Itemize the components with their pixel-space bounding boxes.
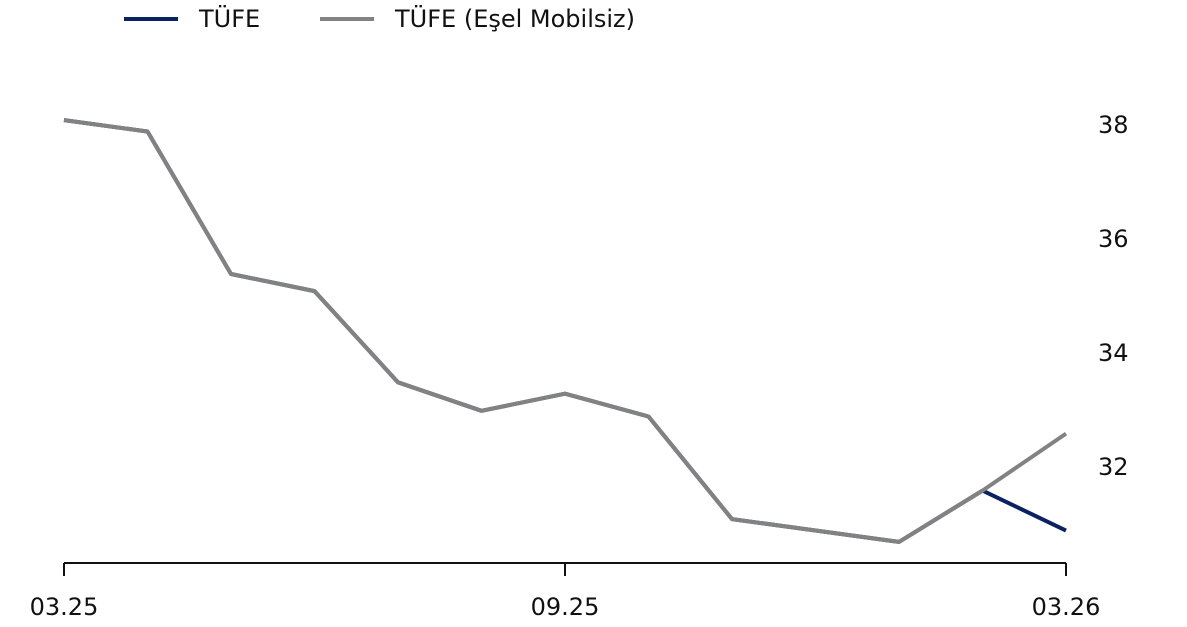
series-line <box>63 118 1067 544</box>
y-tick-label: 34 <box>1098 339 1129 367</box>
series-line <box>63 118 1068 544</box>
y-tick-label: 38 <box>1098 111 1129 139</box>
x-tick-label: 03.26 <box>1032 593 1101 621</box>
y-tick-label: 36 <box>1098 225 1129 253</box>
legend-label: TÜFE <box>198 4 260 33</box>
y-tick-label: 32 <box>1098 453 1129 481</box>
x-tick-label: 03.25 <box>30 593 99 621</box>
x-tick-label: 09.25 <box>531 593 600 621</box>
legend-label: TÜFE (Eşel Mobilsiz) <box>394 4 635 33</box>
